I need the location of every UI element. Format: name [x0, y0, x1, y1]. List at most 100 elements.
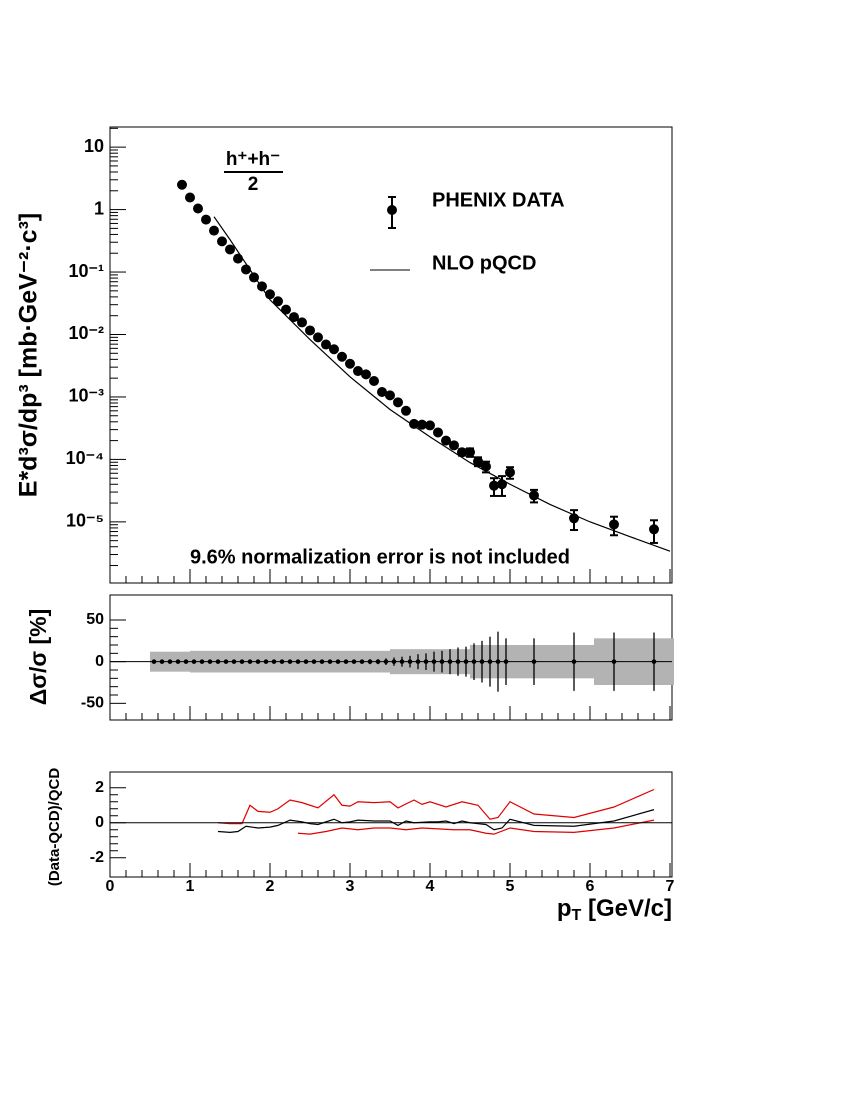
- y-tick-label: 2: [95, 779, 104, 796]
- y-tick-label: 10⁻¹: [68, 261, 104, 281]
- data-point: [225, 244, 235, 255]
- data-point: [319, 659, 325, 664]
- data-point: [297, 317, 307, 328]
- data-point: [295, 659, 301, 664]
- data-point: [481, 461, 491, 472]
- fraction-denominator: 2: [248, 174, 259, 195]
- data-point: [305, 325, 315, 336]
- data-point: [465, 447, 475, 458]
- data-point: [487, 659, 493, 664]
- x-tick-label: 1: [186, 878, 195, 895]
- data-point: [329, 344, 339, 355]
- data-point: [273, 296, 283, 307]
- data-point: [209, 225, 219, 236]
- data-point: [431, 659, 437, 664]
- data-point: [505, 467, 515, 478]
- x-tick-label: 5: [506, 878, 515, 895]
- frame: [109, 126, 673, 584]
- data-point: [351, 659, 357, 664]
- y-tick-label: 1: [94, 198, 104, 218]
- data-point: [201, 214, 211, 225]
- data-point: [281, 304, 291, 315]
- data-point: [377, 387, 387, 398]
- data-point: [479, 659, 485, 664]
- data-point: [185, 192, 195, 203]
- y-tick-label: 50: [86, 611, 104, 628]
- data-point: [503, 659, 509, 664]
- data-point: [425, 420, 435, 431]
- fraction-numerator: h⁺+h⁻: [226, 149, 280, 170]
- data-point: [177, 179, 187, 190]
- x-tick-label: 4: [426, 878, 435, 895]
- data-point: [463, 659, 469, 664]
- y-tick-label: 10⁻²: [68, 323, 104, 343]
- data-point: [449, 440, 459, 451]
- data-point: [207, 659, 213, 664]
- data-point: [263, 659, 269, 664]
- data-point: [383, 659, 389, 664]
- x-tick-label: 0: [106, 878, 115, 895]
- data-point: [327, 659, 333, 664]
- x-tick-label: 6: [586, 878, 595, 895]
- y-tick-label: 10⁻⁴: [66, 448, 104, 468]
- y-axis-label: (Data-QCD)/QCD: [46, 768, 63, 886]
- data-point: [423, 659, 429, 664]
- data-point: [367, 659, 373, 664]
- y-tick-label: 10⁻³: [68, 386, 104, 406]
- data-point: [401, 405, 411, 416]
- data-point: [361, 369, 371, 380]
- data-point: [393, 397, 403, 408]
- data-point: [255, 659, 261, 664]
- data-point: [497, 479, 507, 490]
- x-axis-label-main: p: [557, 895, 572, 922]
- legend-marker: [387, 205, 397, 215]
- data-point: [287, 659, 293, 664]
- data-point: [455, 659, 461, 664]
- data-point: [175, 659, 181, 664]
- data-point: [321, 339, 331, 350]
- data-point: [159, 659, 165, 664]
- data-point: [279, 659, 285, 664]
- data-point: [609, 519, 619, 530]
- data-point: [399, 659, 405, 664]
- data-point: [529, 490, 539, 501]
- x-axis-label-sub: T: [572, 907, 582, 924]
- data-point: [239, 659, 245, 664]
- data-point: [337, 351, 347, 362]
- y-axis-label: E*d³σ/dp³ [mb·GeV⁻²·c³]: [15, 213, 43, 497]
- data-point: [439, 659, 445, 664]
- x-axis-label-rest: [GeV/c]: [581, 895, 672, 922]
- data-point: [335, 659, 341, 664]
- data-point: [193, 203, 203, 214]
- y-tick-label: 0: [95, 653, 104, 670]
- data-point: [611, 659, 617, 664]
- data-point: [303, 659, 309, 664]
- data-point: [571, 659, 577, 664]
- data-point: [311, 659, 317, 664]
- legend-label: PHENIX DATA: [432, 189, 565, 211]
- y-tick-label: 10⁻⁵: [66, 511, 104, 531]
- y-tick-label: 0: [95, 814, 104, 831]
- data-point: [231, 659, 237, 664]
- data-point: [233, 253, 243, 264]
- data-point: [433, 427, 443, 438]
- data-point: [199, 659, 205, 664]
- data-point: [495, 659, 501, 664]
- data-point: [415, 659, 421, 664]
- data-point: [473, 456, 483, 467]
- data-point: [391, 659, 397, 664]
- data-point: [649, 524, 659, 535]
- data-point: [531, 659, 537, 664]
- data-point: [151, 659, 157, 664]
- data-point: [651, 659, 657, 664]
- ratio-line: [217, 788, 655, 825]
- data-point: [369, 376, 379, 387]
- data-point: [183, 659, 189, 664]
- data-point: [417, 419, 427, 430]
- data-point: [217, 236, 227, 247]
- data-point: [289, 312, 299, 323]
- data-point: [407, 659, 413, 664]
- y-tick-label: 10: [84, 136, 104, 156]
- data-point: [191, 659, 197, 664]
